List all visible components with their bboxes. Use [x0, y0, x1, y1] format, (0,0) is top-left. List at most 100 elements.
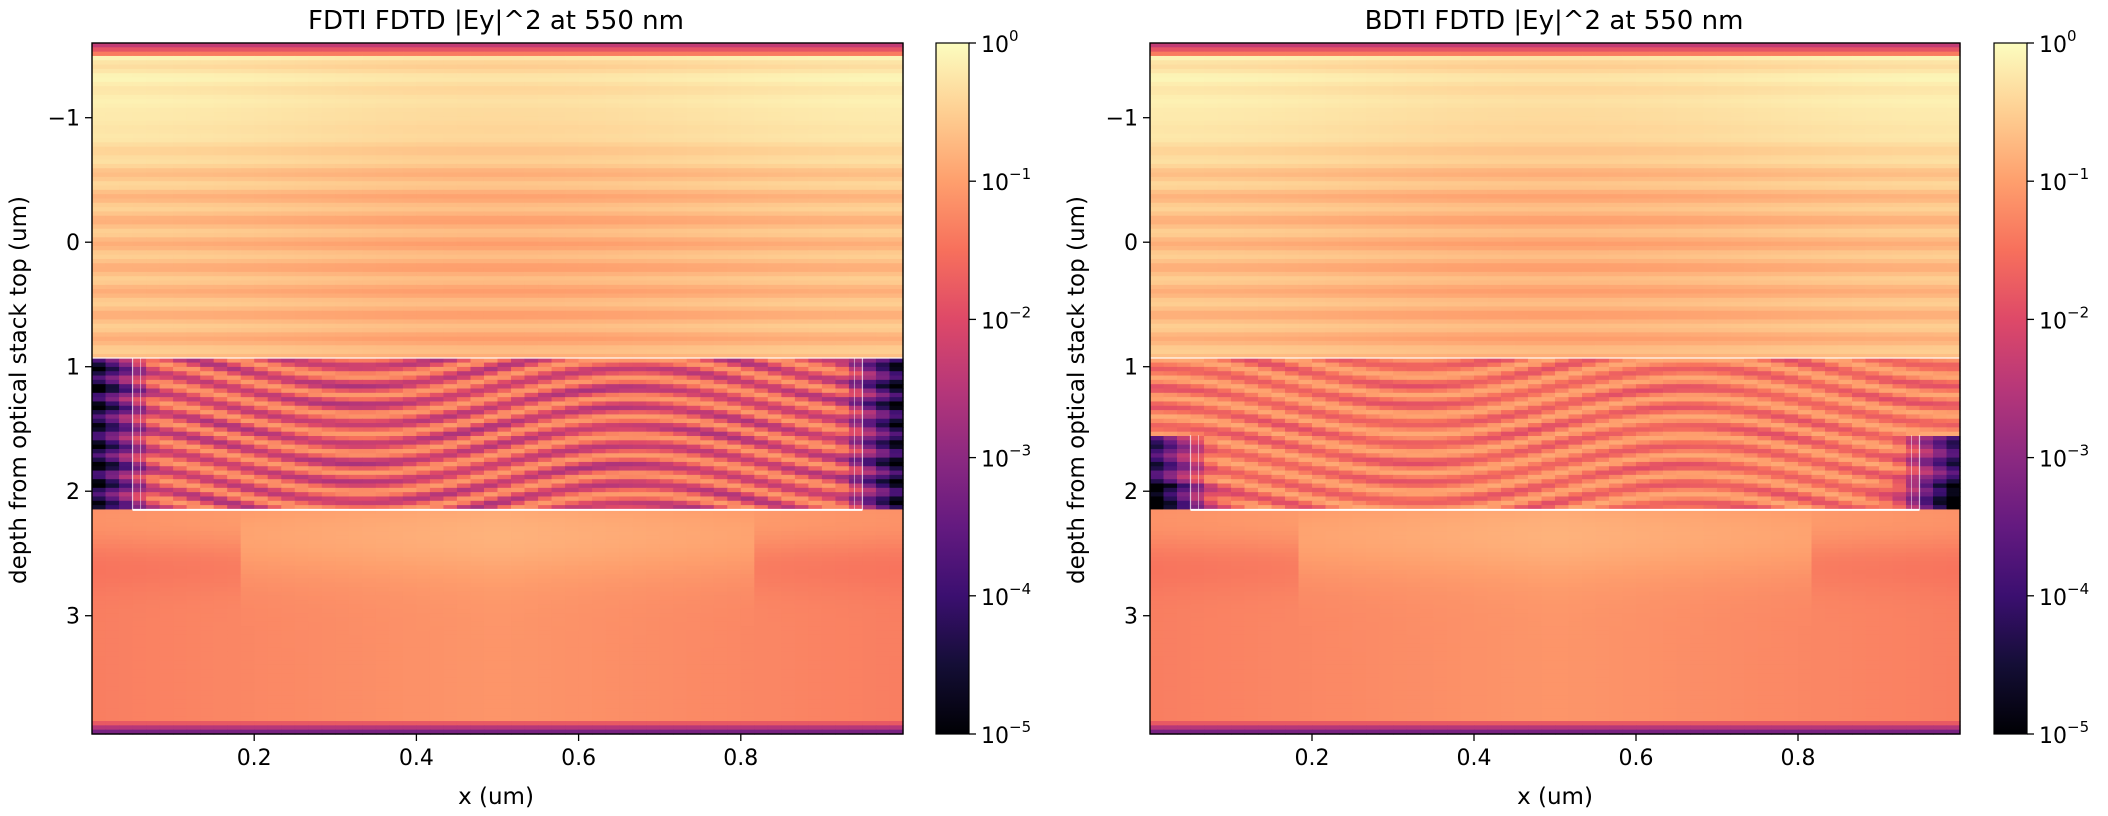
heatmap-cell	[754, 194, 769, 200]
heatmap-cell	[186, 64, 201, 70]
heatmap-cell	[173, 276, 188, 282]
heatmap-cell	[240, 241, 255, 247]
heatmap-cell	[659, 125, 674, 130]
heatmap-cell	[159, 379, 174, 385]
heatmap-cell	[254, 120, 269, 126]
heatmap-cell	[619, 375, 634, 381]
heatmap-cell	[443, 194, 458, 200]
heatmap-cell	[105, 90, 120, 96]
heatmap-cell	[389, 103, 404, 109]
heatmap-cell	[213, 224, 228, 230]
heatmap-cell	[754, 315, 769, 320]
heatmap-cell	[740, 379, 755, 385]
heatmap-cell	[240, 362, 255, 368]
heatmap-cell	[92, 332, 107, 338]
heatmap-cell	[686, 181, 701, 187]
heatmap-cell	[470, 375, 485, 381]
heatmap-cell	[456, 99, 472, 105]
heatmap-cell	[646, 168, 661, 174]
heatmap-cell	[659, 90, 674, 96]
heatmap-cell	[132, 371, 147, 377]
heatmap-cell	[605, 220, 620, 225]
heatmap-cell	[213, 198, 228, 204]
heatmap-cell	[416, 43, 431, 48]
heatmap-cell	[213, 254, 228, 260]
heatmap-cell	[348, 375, 363, 381]
heatmap-cell	[686, 120, 701, 126]
heatmap-cell	[700, 146, 715, 152]
heatmap-cell	[281, 358, 296, 364]
heatmap-cell	[659, 47, 674, 53]
heatmap-cell	[105, 207, 120, 213]
heatmap-cell	[592, 159, 607, 165]
heatmap-cell	[227, 401, 242, 407]
heatmap-cell	[200, 189, 215, 195]
heatmap-cell	[389, 332, 404, 338]
heatmap-cell	[429, 258, 445, 264]
heatmap-cell	[740, 228, 755, 234]
heatmap-cell	[646, 245, 661, 251]
heatmap-cell	[159, 315, 174, 320]
heatmap-cell	[565, 150, 580, 156]
heatmap-cell	[808, 86, 823, 92]
heatmap-cell	[862, 99, 877, 105]
heatmap-cell	[119, 99, 134, 105]
heatmap-cell	[159, 215, 174, 221]
heatmap-cell	[200, 142, 215, 148]
heatmap-cell	[740, 198, 755, 204]
heatmap-cell	[240, 306, 255, 312]
heatmap-cell	[186, 384, 201, 390]
heatmap-cell	[605, 155, 620, 161]
heatmap-cell	[132, 129, 147, 135]
heatmap-cell	[862, 194, 877, 200]
heatmap-cell	[335, 224, 350, 230]
heatmap-cell	[659, 284, 674, 290]
heatmap-cell	[821, 263, 837, 269]
heatmap-cell	[308, 94, 323, 100]
heatmap-cell	[308, 302, 323, 308]
heatmap-cell	[835, 94, 850, 100]
heatmap-cell	[200, 245, 215, 251]
heatmap-cell	[592, 397, 607, 403]
heatmap-cell	[511, 302, 526, 308]
heatmap-cell	[673, 120, 688, 126]
heatmap-cell	[713, 323, 728, 329]
heatmap-cell	[619, 384, 634, 390]
heatmap-cell	[497, 55, 512, 61]
heatmap-cell	[186, 60, 201, 66]
heatmap-cell	[686, 233, 701, 238]
heatmap-cell	[821, 172, 837, 178]
heatmap-cell	[781, 293, 796, 299]
heatmap-cell	[538, 47, 553, 53]
heatmap-cell	[132, 112, 147, 118]
heatmap-cell	[781, 150, 796, 156]
heatmap-cell	[808, 302, 823, 308]
heatmap-cell	[389, 284, 404, 290]
heatmap-cell	[362, 293, 377, 299]
heatmap-cell	[119, 336, 134, 342]
heatmap-cell	[105, 94, 120, 100]
heatmap-cell	[213, 116, 228, 122]
heatmap-cell	[632, 176, 647, 182]
heatmap-cell	[402, 194, 417, 200]
heatmap-cell	[402, 94, 417, 100]
heatmap-cell	[132, 379, 147, 385]
heatmap-cell	[132, 81, 147, 87]
heatmap-cell	[808, 276, 823, 282]
heatmap-cell	[578, 81, 593, 87]
heatmap-cell	[362, 103, 377, 109]
heatmap-cell	[673, 181, 688, 187]
heatmap-cell	[375, 306, 390, 312]
heatmap-cell	[538, 129, 553, 135]
heatmap-cell	[740, 194, 755, 200]
heatmap-cell	[524, 254, 539, 260]
heatmap-cell	[119, 86, 134, 92]
heatmap-cell	[240, 107, 255, 113]
heatmap-cell	[889, 379, 904, 385]
heatmap-cell	[254, 202, 269, 208]
heatmap-cell	[254, 94, 269, 100]
heatmap-cell	[186, 237, 201, 243]
heatmap-cell	[146, 207, 161, 213]
heatmap-cell	[565, 271, 580, 277]
heatmap-cell	[767, 90, 782, 96]
